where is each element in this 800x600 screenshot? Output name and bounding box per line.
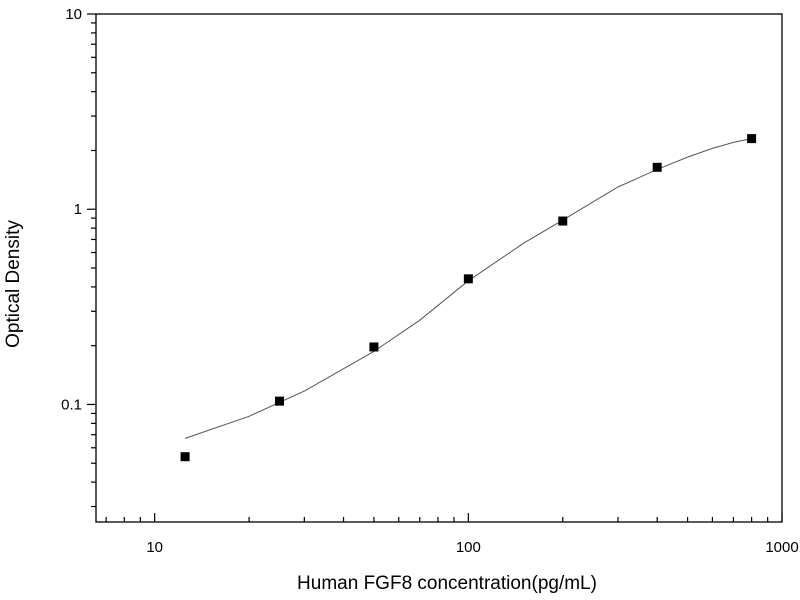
- fit-curve: [184, 138, 752, 439]
- data-point: [180, 452, 190, 462]
- y-axis-ticks: 0.1 1 10: [61, 6, 96, 508]
- x-axis-title: Human FGF8 concentration(pg/mL): [297, 573, 597, 594]
- y-tick-label: 1: [74, 201, 82, 218]
- x-tick-label: 100: [456, 539, 481, 556]
- data-point: [558, 216, 568, 226]
- data-point: [274, 396, 284, 406]
- x-tick-label: 1000: [765, 539, 798, 556]
- y-axis-title: Optical Density: [3, 220, 24, 348]
- fit-curve-layer: [184, 138, 752, 439]
- y-tick-label: 0.1: [61, 396, 82, 413]
- data-point: [747, 134, 757, 144]
- data-points-layer: [180, 134, 757, 462]
- data-point: [463, 274, 473, 284]
- x-tick-label: 10: [146, 539, 163, 556]
- data-point: [369, 342, 379, 352]
- data-point: [652, 162, 662, 172]
- plot-border: [95, 13, 783, 523]
- plot-frame: [95, 13, 783, 523]
- x-axis-ticks: 10 100 1000: [105, 513, 799, 556]
- y-tick-label: 10: [65, 6, 82, 23]
